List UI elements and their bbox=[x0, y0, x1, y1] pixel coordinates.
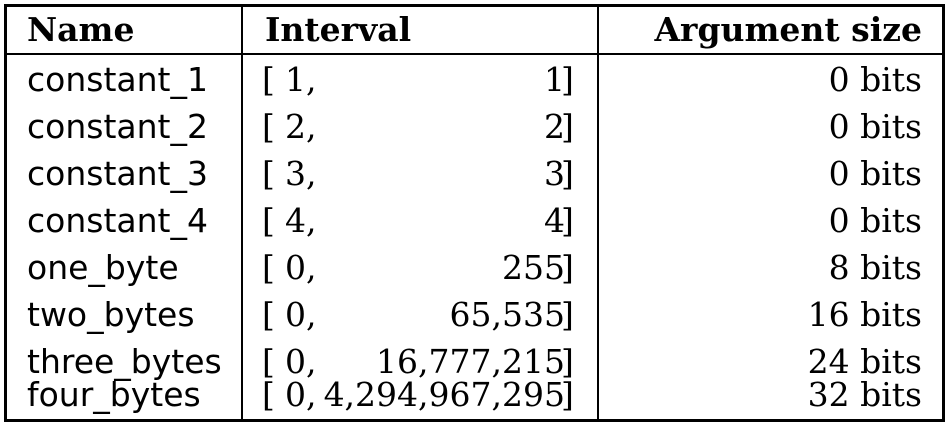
table-row: three_bytes [ 0, 16,777,215 ] 24 bits bbox=[7, 338, 942, 385]
argument-size-cell: 0 bits bbox=[828, 201, 922, 240]
name-cell: one_byte bbox=[27, 248, 179, 287]
interval-close-bracket: ] bbox=[561, 201, 574, 240]
interval-high: 4 bbox=[544, 201, 565, 240]
encoding-table: Name Interval Argument size constant_1 [… bbox=[4, 4, 945, 422]
interval-high: 65,535 bbox=[449, 295, 565, 334]
name-cell: four_bytes bbox=[27, 375, 201, 414]
interval-close-bracket: ] bbox=[561, 60, 574, 99]
column-divider-1 bbox=[241, 7, 243, 419]
interval-high: 255 bbox=[502, 248, 565, 287]
name-cell: constant_2 bbox=[27, 107, 208, 146]
interval-close-bracket: ] bbox=[561, 154, 574, 193]
interval-open-bracket: [ bbox=[262, 154, 275, 193]
interval-low: 0, bbox=[285, 248, 317, 287]
header-argument-size: Argument size bbox=[654, 10, 922, 49]
interval-close-bracket: ] bbox=[561, 342, 574, 381]
interval-low: 0, bbox=[285, 375, 317, 414]
interval-open-bracket: [ bbox=[262, 60, 275, 99]
argument-size-cell: 0 bits bbox=[828, 60, 922, 99]
argument-size-cell: 8 bits bbox=[828, 248, 922, 287]
interval-high: 16,777,215 bbox=[376, 342, 565, 381]
interval-close-bracket: ] bbox=[561, 295, 574, 334]
interval-open-bracket: [ bbox=[262, 295, 275, 334]
argument-size-cell: 24 bits bbox=[807, 342, 922, 381]
name-cell: constant_4 bbox=[27, 201, 208, 240]
interval-high: 3 bbox=[544, 154, 565, 193]
interval-high: 4,294,967,295 bbox=[323, 375, 565, 414]
interval-open-bracket: [ bbox=[262, 375, 275, 414]
interval-high: 1 bbox=[544, 60, 565, 99]
header-divider bbox=[7, 53, 942, 55]
interval-high: 2 bbox=[544, 107, 565, 146]
interval-low: 0, bbox=[285, 295, 317, 334]
interval-low: 3, bbox=[285, 154, 317, 193]
name-cell: constant_3 bbox=[27, 154, 208, 193]
name-cell: two_bytes bbox=[27, 295, 195, 334]
column-divider-2 bbox=[597, 7, 599, 419]
name-cell: constant_1 bbox=[27, 60, 208, 99]
table-row: four_bytes [ 0, 4,294,967,295 ] 32 bits bbox=[7, 371, 942, 418]
interval-close-bracket: ] bbox=[561, 107, 574, 146]
argument-size-cell: 0 bits bbox=[828, 107, 922, 146]
table-row: two_bytes [ 0, 65,535 ] 16 bits bbox=[7, 291, 942, 338]
argument-size-cell: 0 bits bbox=[828, 154, 922, 193]
interval-low: 1, bbox=[285, 60, 317, 99]
argument-size-cell: 16 bits bbox=[807, 295, 922, 334]
interval-open-bracket: [ bbox=[262, 248, 275, 287]
argument-size-cell: 32 bits bbox=[807, 375, 922, 414]
interval-close-bracket: ] bbox=[561, 248, 574, 287]
interval-open-bracket: [ bbox=[262, 342, 275, 381]
name-cell: three_bytes bbox=[27, 342, 222, 381]
table-row: constant_2 [ 2, 2 ] 0 bits bbox=[7, 103, 942, 150]
interval-open-bracket: [ bbox=[262, 107, 275, 146]
interval-close-bracket: ] bbox=[561, 375, 574, 414]
table-row: one_byte [ 0, 255 ] 8 bits bbox=[7, 244, 942, 291]
interval-open-bracket: [ bbox=[262, 201, 275, 240]
table-row: constant_4 [ 4, 4 ] 0 bits bbox=[7, 197, 942, 244]
interval-low: 2, bbox=[285, 107, 317, 146]
interval-low: 0, bbox=[285, 342, 317, 381]
table-row: constant_1 [ 1, 1 ] 0 bits bbox=[7, 56, 942, 103]
header-interval: Interval bbox=[265, 10, 412, 49]
header-name: Name bbox=[27, 10, 135, 49]
table-row: constant_3 [ 3, 3 ] 0 bits bbox=[7, 150, 942, 197]
interval-low: 4, bbox=[285, 201, 317, 240]
